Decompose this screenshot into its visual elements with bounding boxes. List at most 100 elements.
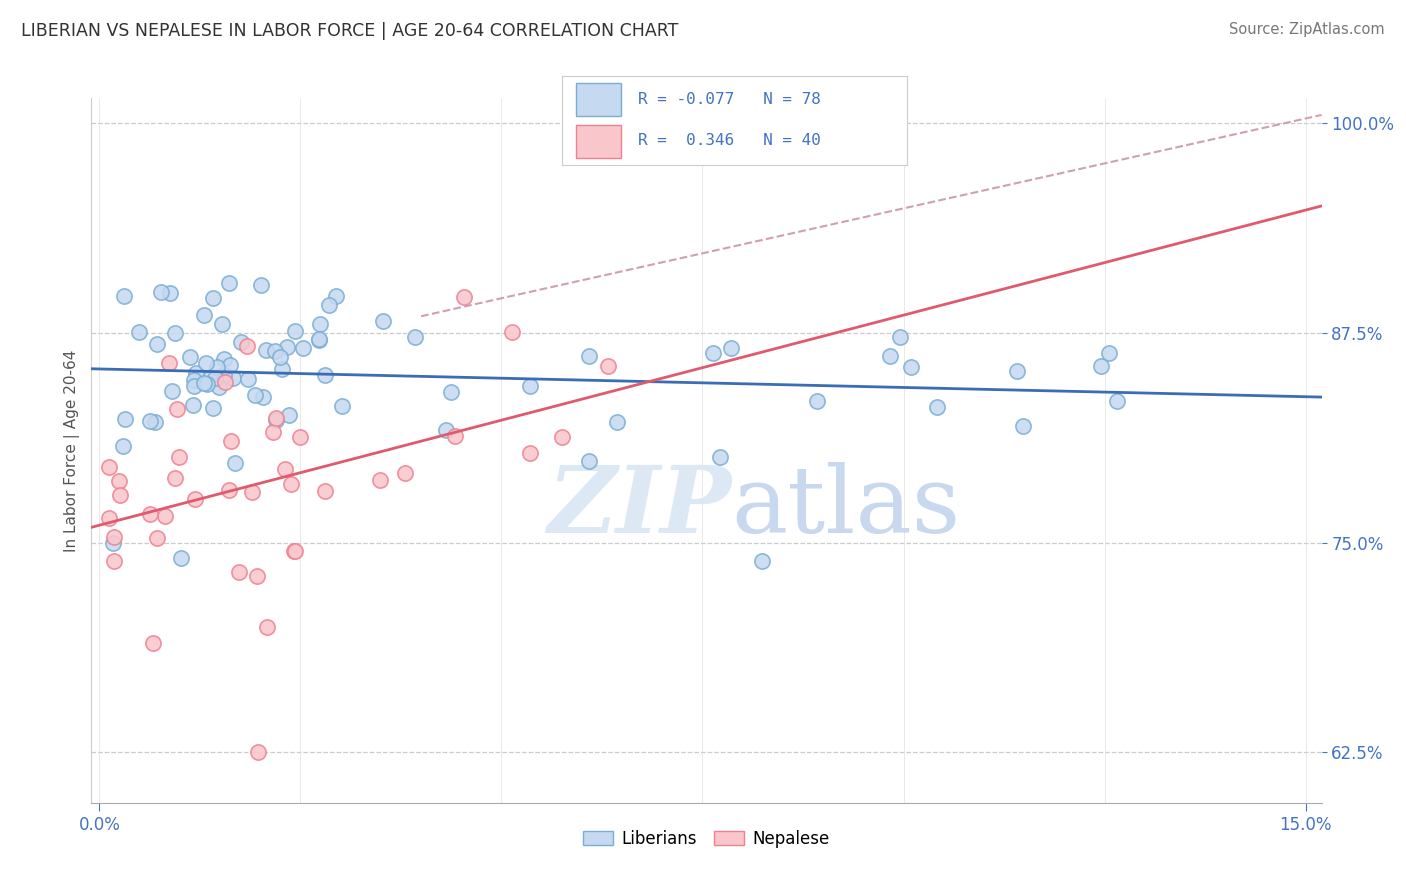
- Point: [236, 372, 259, 386]
- Point: [252, 390, 274, 404]
- Point: [434, 423, 457, 437]
- Point: [211, 317, 233, 331]
- Point: [193, 308, 215, 322]
- Point: [519, 445, 541, 459]
- Point: [249, 277, 271, 292]
- Point: [222, 371, 245, 385]
- Point: [214, 352, 236, 367]
- Point: [108, 488, 131, 502]
- Point: [183, 378, 205, 392]
- Text: Source: ZipAtlas.com: Source: ZipAtlas.com: [1229, 22, 1385, 37]
- Text: R = -0.077   N = 78: R = -0.077 N = 78: [638, 93, 821, 107]
- Point: [276, 340, 298, 354]
- Point: [283, 544, 305, 558]
- Point: [1007, 364, 1029, 378]
- Point: [578, 454, 600, 468]
- Point: [150, 285, 173, 299]
- Point: [236, 339, 259, 353]
- Point: [806, 394, 828, 409]
- Text: LIBERIAN VS NEPALESE IN LABOR FORCE | AGE 20-64 CORRELATION CHART: LIBERIAN VS NEPALESE IN LABOR FORCE | AG…: [21, 22, 679, 40]
- Point: [146, 531, 169, 545]
- Point: [325, 289, 347, 303]
- Point: [271, 362, 294, 376]
- Point: [103, 554, 125, 568]
- Point: [214, 376, 236, 390]
- Point: [103, 536, 125, 550]
- Y-axis label: In Labor Force | Age 20-64: In Labor Force | Age 20-64: [65, 350, 80, 551]
- Point: [269, 350, 291, 364]
- Point: [228, 566, 250, 580]
- Point: [314, 368, 336, 382]
- Point: [278, 408, 301, 422]
- Point: [1105, 393, 1128, 408]
- Point: [157, 356, 180, 370]
- Legend: Liberians, Nepalese: Liberians, Nepalese: [576, 823, 837, 855]
- Point: [138, 414, 160, 428]
- Point: [229, 334, 252, 349]
- Point: [112, 289, 135, 303]
- Point: [264, 344, 287, 359]
- Point: [163, 326, 186, 341]
- Point: [218, 276, 240, 290]
- Point: [889, 330, 911, 344]
- Point: [184, 491, 207, 506]
- Point: [262, 425, 284, 439]
- Point: [246, 746, 269, 760]
- Point: [264, 411, 287, 425]
- Point: [212, 368, 235, 382]
- Point: [98, 459, 121, 474]
- Point: [284, 324, 307, 338]
- Point: [153, 509, 176, 524]
- Text: R =  0.346   N = 40: R = 0.346 N = 40: [638, 134, 821, 148]
- Point: [240, 485, 263, 500]
- Point: [170, 551, 193, 566]
- Point: [606, 415, 628, 429]
- Point: [146, 337, 169, 351]
- Point: [519, 378, 541, 392]
- Point: [114, 412, 136, 426]
- Point: [111, 440, 134, 454]
- Point: [308, 317, 330, 331]
- Point: [181, 398, 204, 412]
- Point: [720, 341, 742, 355]
- Point: [202, 291, 225, 305]
- Point: [751, 554, 773, 568]
- Point: [160, 384, 183, 398]
- Point: [1098, 346, 1121, 360]
- FancyBboxPatch shape: [576, 125, 621, 158]
- Point: [159, 286, 181, 301]
- Point: [194, 356, 217, 370]
- Point: [280, 477, 302, 491]
- Point: [195, 377, 218, 392]
- Text: atlas: atlas: [731, 462, 960, 552]
- Point: [179, 350, 201, 364]
- Point: [205, 360, 228, 375]
- Point: [308, 333, 330, 347]
- Point: [1011, 418, 1033, 433]
- Point: [440, 385, 463, 400]
- Point: [208, 379, 231, 393]
- Point: [142, 636, 165, 650]
- Point: [318, 298, 340, 312]
- Point: [702, 346, 724, 360]
- Point: [453, 290, 475, 304]
- Point: [404, 330, 426, 344]
- Point: [218, 483, 240, 497]
- Point: [879, 349, 901, 363]
- Point: [314, 484, 336, 499]
- Point: [578, 349, 600, 363]
- Text: ZIP: ZIP: [547, 462, 731, 552]
- Point: [551, 430, 574, 444]
- Point: [596, 359, 619, 373]
- Point: [221, 434, 243, 449]
- Point: [256, 620, 278, 634]
- Point: [201, 401, 224, 415]
- Point: [218, 358, 240, 372]
- Point: [501, 325, 523, 339]
- Point: [166, 401, 188, 416]
- Point: [193, 376, 215, 390]
- Point: [138, 507, 160, 521]
- Point: [291, 341, 314, 355]
- Point: [290, 430, 312, 444]
- Point: [284, 544, 307, 558]
